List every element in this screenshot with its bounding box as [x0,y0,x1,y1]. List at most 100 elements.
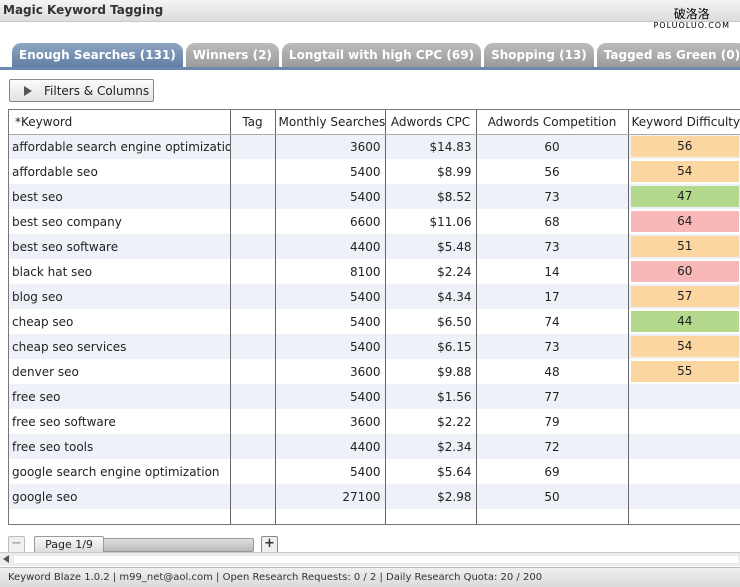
page-next-button[interactable]: + [261,536,278,553]
tab-2[interactable]: Longtail with high CPC (69) [281,43,482,68]
difficulty-badge: 47 [630,186,739,207]
tag-cell [230,484,276,509]
difficulty-cell: 57 [628,284,740,309]
keyword-cell: free seo tools [9,434,231,459]
tag-cell [230,284,276,309]
play-icon [24,85,32,96]
cpc-cell: $2.24 [385,259,477,284]
filters-columns-button[interactable]: Filters & Columns [9,79,154,102]
scroll-track[interactable] [14,556,738,563]
tag-cell [230,184,276,209]
column-header-0[interactable]: *Keyword [9,110,231,135]
table-row[interactable]: free seo tools 4400 $2.34 72 [9,434,740,459]
table-row[interactable]: blog seo 5400 $4.34 17 57 [9,284,740,309]
cpc-cell: $14.83 [385,134,477,159]
column-header-5[interactable]: Keyword Difficulty [628,110,740,135]
tab-0[interactable]: Enough Searches (131) [12,43,183,68]
competition-cell: 56 [476,159,629,184]
searches-cell: 5400 [275,309,386,334]
title-bar: Magic Keyword Tagging [0,0,740,22]
competition-cell: 74 [476,309,629,334]
difficulty-badge: 60 [630,261,739,282]
competition-cell: 73 [476,234,629,259]
difficulty-cell: 60 [628,259,740,284]
table-row[interactable]: affordable search engine optimization 360… [9,134,740,159]
tag-cell [230,159,276,184]
difficulty-badge: 64 [630,211,739,232]
difficulty-cell: 51 [628,234,740,259]
difficulty-badge: 57 [630,286,739,307]
difficulty-cell: 47 [628,184,740,209]
cpc-cell: $6.50 [385,309,477,334]
cpc-cell: $5.48 [385,234,477,259]
scroll-left-icon[interactable] [3,555,9,563]
searches-cell: 5400 [275,459,386,484]
horizontal-scrollbar[interactable] [0,552,740,566]
table-row[interactable]: best seo company 6600 $11.06 68 64 [9,209,740,234]
difficulty-cell: 54 [628,159,740,184]
pager: − Page 1/9 + [8,536,740,553]
keyword-cell: denver seo [9,359,231,384]
column-header-3[interactable]: Adwords CPC [385,110,477,135]
cpc-cell: $2.34 [385,434,477,459]
competition-cell: 17 [476,284,629,309]
table-row[interactable]: denver seo 3600 $9.88 48 55 [9,359,740,384]
table-row[interactable]: black hat seo 8100 $2.24 14 60 [9,259,740,284]
difficulty-badge: 54 [630,336,739,357]
competition-cell: 79 [476,409,629,434]
searches-cell: 3600 [275,134,386,159]
difficulty-cell [628,409,740,434]
searches-cell: 3600 [275,359,386,384]
searches-cell: 5400 [275,159,386,184]
table-row[interactable]: affordable seo 5400 $8.99 56 54 [9,159,740,184]
competition-cell: 68 [476,209,629,234]
difficulty-badge: 44 [630,311,739,332]
tag-cell [230,259,276,284]
table-row[interactable]: cheap seo 5400 $6.50 74 44 [9,309,740,334]
column-header-4[interactable]: Adwords Competition [476,110,629,135]
competition-cell: 69 [476,459,629,484]
cpc-cell: $4.34 [385,284,477,309]
keyword-cell: affordable search engine optimization [9,134,231,159]
tag-cell [230,384,276,409]
cpc-cell: $8.99 [385,159,477,184]
tab-3[interactable]: Shopping (13) [484,43,594,68]
table-row[interactable]: google seo 27100 $2.98 50 [9,484,740,509]
column-header-1[interactable]: Tag [230,110,276,135]
cpc-cell: $5.64 [385,459,477,484]
difficulty-cell [628,384,740,409]
watermark-chinese: 破洛洛 [673,7,710,21]
keyword-cell: google search engine optimization [9,459,231,484]
keyword-cell: affordable seo [9,159,231,184]
status-bar: Keyword Blaze 1.0.2 | m99_net@aol.com | … [0,567,740,587]
column-header-2[interactable]: Monthly Searches [275,110,386,135]
difficulty-cell: 44 [628,309,740,334]
tag-cell [230,209,276,234]
tab-strip: Enough Searches (131) Winners (2) Longtail… [12,43,740,68]
competition-cell: 77 [476,384,629,409]
table-row[interactable]: free seo 5400 $1.56 77 [9,384,740,409]
table-row[interactable]: cheap seo services 5400 $6.15 73 54 [9,334,740,359]
difficulty-cell [628,484,740,509]
keyword-grid: *Keyword Tag Monthly Searches Adwords CPC Ad… [8,109,740,525]
table-row[interactable]: free seo software 3600 $2.22 79 [9,409,740,434]
watermark-latin: POLUOLUO.COM [653,21,730,30]
tab-1[interactable]: Winners (2) [185,43,279,68]
difficulty-cell: 56 [628,134,740,159]
competition-cell: 50 [476,484,629,509]
searches-cell: 5400 [275,184,386,209]
filters-columns-label: Filters & Columns [44,83,150,98]
difficulty-cell: 55 [628,359,740,384]
searches-cell: 4400 [275,434,386,459]
keyword-cell: best seo [9,184,231,209]
cpc-cell: $6.15 [385,334,477,359]
page-prev-button[interactable]: − [8,536,25,553]
table-row[interactable]: google search engine optimization 5400 $5.… [9,459,740,484]
table-row[interactable]: best seo 5400 $8.52 73 47 [9,184,740,209]
page-slider-thumb[interactable]: Page 1/9 [34,536,104,553]
keyword-cell: best seo software [9,234,231,259]
cpc-cell: $2.98 [385,484,477,509]
tab-4[interactable]: Tagged as Green (0) [596,43,740,68]
difficulty-cell [628,459,740,484]
table-row[interactable]: best seo software 4400 $5.48 73 51 [9,234,740,259]
